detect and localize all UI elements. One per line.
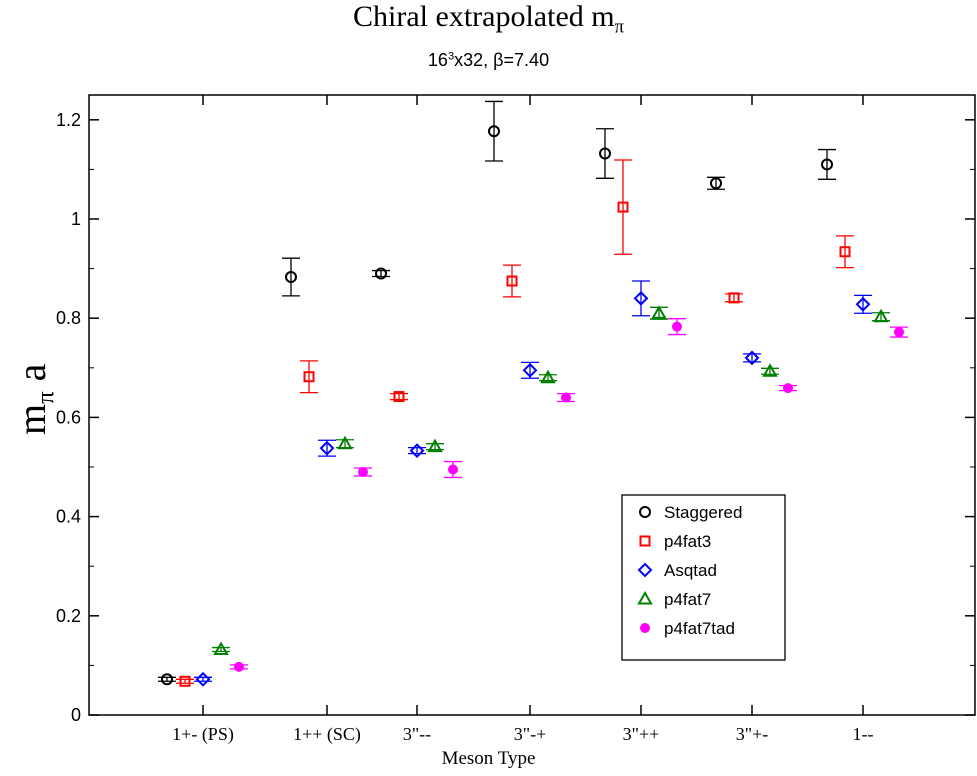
data-point-p4fat7tad	[234, 661, 244, 672]
legend-marker-p4fat7tad	[640, 623, 650, 633]
data-point-staggered	[285, 271, 297, 284]
data-point-p4fat3	[506, 275, 518, 287]
data-point-p4fat7tad	[783, 383, 793, 394]
y-tick-label: 0.8	[56, 308, 81, 328]
data-point-p4fat3	[728, 292, 740, 304]
x-tick-label: 3"++	[623, 724, 660, 744]
data-point-asqtad	[195, 671, 211, 687]
x-tick-label: 3"--	[403, 724, 431, 744]
legend-marker-asqtad	[637, 562, 653, 578]
data-point-staggered	[161, 673, 173, 686]
data-point-staggered	[710, 177, 722, 190]
data-point-asqtad	[522, 362, 538, 378]
data-point-p4fat7	[651, 305, 667, 319]
y-tick-label: 0.6	[56, 407, 81, 427]
data-point-asqtad	[319, 440, 335, 456]
chart-title: Chiral extrapolated mπ	[353, 0, 624, 38]
legend-label-p4fat7: p4fat7	[664, 590, 711, 609]
data-point-staggered	[599, 147, 611, 160]
data-point-asqtad	[409, 443, 425, 459]
data-point-staggered	[375, 267, 387, 280]
y-tick-label: 0.2	[56, 606, 81, 626]
data-point-staggered	[488, 125, 500, 138]
x-tick-label: 3"+-	[736, 724, 769, 744]
plot-frame	[88, 94, 976, 716]
data-point-p4fat3	[303, 371, 315, 383]
y-axis-label: mπ a	[9, 363, 60, 435]
data-point-p4fat3	[179, 675, 191, 687]
data-point-asqtad	[633, 290, 649, 306]
data-point-p4fat3	[617, 201, 629, 213]
data-point-p4fat3	[393, 391, 405, 403]
legend-label-staggered: Staggered	[664, 503, 742, 522]
legend-label-p4fat3: p4fat3	[664, 532, 711, 551]
y-tick-label: 1.2	[56, 110, 81, 130]
data-point-p4fat7tad	[358, 466, 368, 477]
data-point-p4fat7tad	[672, 321, 682, 332]
data-point-p4fat7	[427, 438, 443, 453]
x-tick-label: 3"-+	[514, 724, 547, 744]
data-point-p4fat7tad	[561, 392, 571, 403]
legend-marker-p4fat7	[637, 590, 653, 605]
x-axis-label: Meson Type	[441, 748, 536, 769]
data-point-asqtad	[855, 296, 871, 312]
x-tick-label: 1+- (PS)	[172, 724, 234, 745]
y-tick-label: 0	[71, 705, 81, 725]
data-point-asqtad	[744, 350, 760, 366]
data-point-p4fat7	[873, 308, 889, 323]
data-point-p4fat7	[762, 363, 778, 377]
x-tick-label: 1++ (SC)	[293, 724, 361, 745]
data-point-p4fat7	[337, 435, 353, 450]
legend-label-asqtad: Asqtad	[664, 561, 717, 580]
y-tick-label: 1	[71, 209, 81, 229]
legend-label-p4fat7tad: p4fat7tad	[664, 619, 735, 638]
y-tick-label: 0.4	[56, 507, 81, 527]
data-point-p4fat7tad	[894, 327, 904, 338]
data-point-p4fat3	[839, 246, 851, 258]
legend-marker-staggered	[639, 506, 651, 518]
legend-marker-p4fat3	[639, 535, 651, 547]
data-point-p4fat7tad	[448, 464, 458, 475]
data-point-p4fat7	[540, 369, 556, 384]
legend-box	[621, 494, 786, 661]
data-point-staggered	[821, 158, 833, 171]
data-point-p4fat7	[213, 641, 229, 656]
chart-subtitle: 163x32, β=7.40	[427, 50, 550, 70]
x-tick-label: 1--	[853, 724, 874, 744]
